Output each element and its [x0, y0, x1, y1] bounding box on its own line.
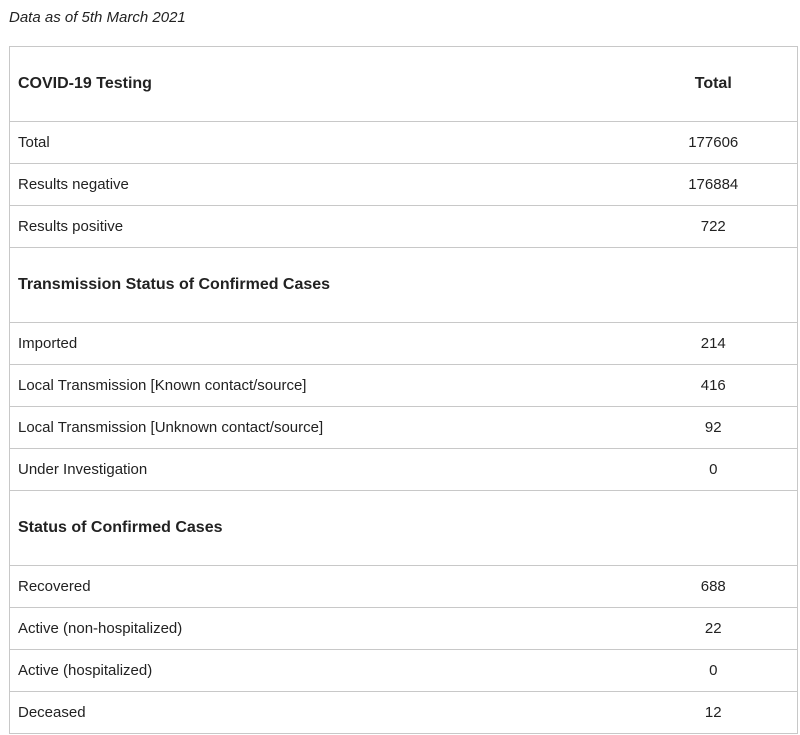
- row-label: Active (hospitalized): [9, 649, 630, 692]
- header-value: Total: [629, 46, 798, 122]
- table-row: Deceased 12: [9, 691, 798, 734]
- row-label: Local Transmission [Unknown contact/sour…: [9, 406, 630, 449]
- section-value-empty: [629, 247, 798, 323]
- row-label: Deceased: [9, 691, 630, 734]
- data-date-caption: Data as of 5th March 2021: [9, 9, 186, 26]
- table-row: Recovered 688: [9, 565, 798, 608]
- row-label: Under Investigation: [9, 448, 630, 491]
- section-title-transmission: Transmission Status of Confirmed Cases: [9, 247, 630, 323]
- row-value: 22: [629, 607, 798, 650]
- row-label: Recovered: [9, 565, 630, 608]
- table-row: Active (hospitalized) 0: [9, 649, 798, 692]
- row-value: 92: [629, 406, 798, 449]
- row-value: 722: [629, 205, 798, 248]
- section-title-status: Status of Confirmed Cases: [9, 490, 630, 566]
- row-value: 416: [629, 364, 798, 407]
- table-row: Imported 214: [9, 322, 798, 365]
- section-header-row: Status of Confirmed Cases: [9, 490, 798, 566]
- table-row: Under Investigation 0: [9, 448, 798, 491]
- covid-testing-table: COVID-19 Testing Total Total 177606 Resu…: [9, 46, 798, 734]
- row-value: 214: [629, 322, 798, 365]
- row-value: 177606: [629, 121, 798, 164]
- row-value: 688: [629, 565, 798, 608]
- header-label: COVID-19 Testing: [9, 46, 630, 122]
- row-label: Imported: [9, 322, 630, 365]
- section-value-empty: [629, 490, 798, 566]
- row-value: 0: [629, 448, 798, 491]
- row-label: Total: [9, 121, 630, 164]
- row-value: 12: [629, 691, 798, 734]
- table-header-row: COVID-19 Testing Total: [9, 46, 798, 122]
- row-label: Results positive: [9, 205, 630, 248]
- table-row: Active (non-hospitalized) 22: [9, 607, 798, 650]
- row-label: Results negative: [9, 163, 630, 206]
- table-row: Results negative 176884: [9, 163, 798, 206]
- row-value: 0: [629, 649, 798, 692]
- table-row: Local Transmission [Unknown contact/sour…: [9, 406, 798, 449]
- row-label: Local Transmission [Known contact/source…: [9, 364, 630, 407]
- section-header-row: Transmission Status of Confirmed Cases: [9, 247, 798, 323]
- table-row: Results positive 722: [9, 205, 798, 248]
- row-value: 176884: [629, 163, 798, 206]
- row-label: Active (non-hospitalized): [9, 607, 630, 650]
- table-row: Total 177606: [9, 121, 798, 164]
- table-row: Local Transmission [Known contact/source…: [9, 364, 798, 407]
